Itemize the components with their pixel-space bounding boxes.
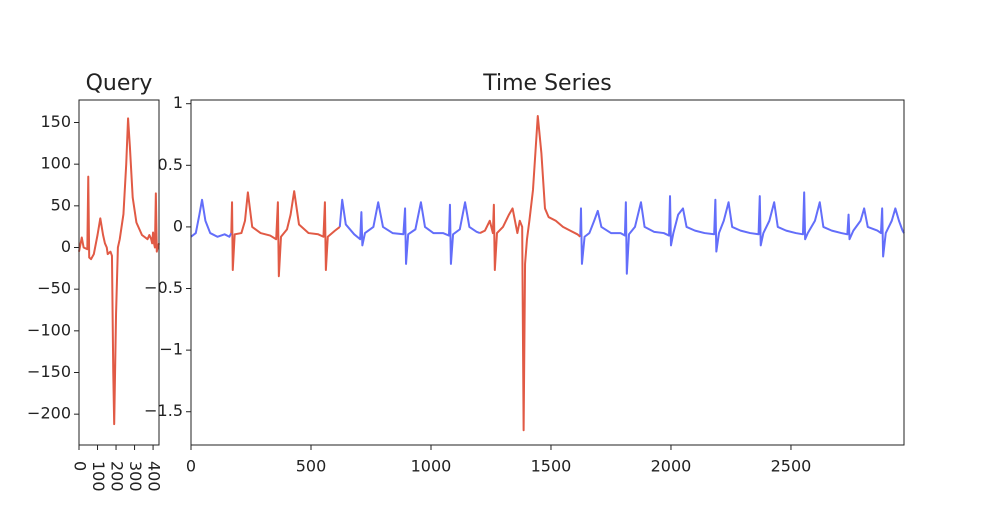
plot-frame — [190, 99, 905, 446]
y-tick-label: −0.5 — [144, 278, 183, 297]
y-tick-label: 0 — [61, 237, 71, 256]
y-tick-label: 150 — [40, 112, 71, 131]
series-line — [190, 191, 905, 275]
x-tick-label: 0 — [186, 457, 196, 476]
x-tick-label: 100 — [89, 461, 108, 492]
series-line — [78, 117, 160, 426]
y-tick-label: −100 — [27, 320, 71, 339]
plot-frame — [78, 99, 160, 446]
x-tick-label: 2500 — [771, 457, 812, 476]
x-tick-label: 300 — [126, 461, 145, 492]
chart-title: Query — [86, 71, 153, 96]
x-tick-label: 2000 — [651, 457, 692, 476]
series-line — [230, 115, 581, 432]
y-tick-label: 100 — [40, 154, 71, 173]
y-tick-label: −150 — [27, 362, 71, 381]
y-tick-label: 0 — [173, 216, 183, 235]
y-tick-label: −1.5 — [144, 401, 183, 420]
x-tick-label: 1500 — [531, 457, 572, 476]
y-tick-label: −200 — [27, 404, 71, 423]
y-tick-label: −50 — [37, 279, 71, 298]
x-tick-label: 500 — [296, 457, 327, 476]
x-tick-label: 1000 — [411, 457, 452, 476]
x-tick-label: 400 — [145, 461, 164, 492]
y-tick-label: −1 — [159, 340, 183, 359]
x-tick-label: 0 — [71, 461, 90, 471]
y-tick-label: 0.5 — [158, 155, 183, 174]
y-tick-label: 1 — [173, 93, 183, 112]
x-tick-label: 200 — [108, 461, 127, 492]
y-tick-label: 50 — [51, 195, 71, 214]
chart-title: Time Series — [482, 71, 612, 96]
